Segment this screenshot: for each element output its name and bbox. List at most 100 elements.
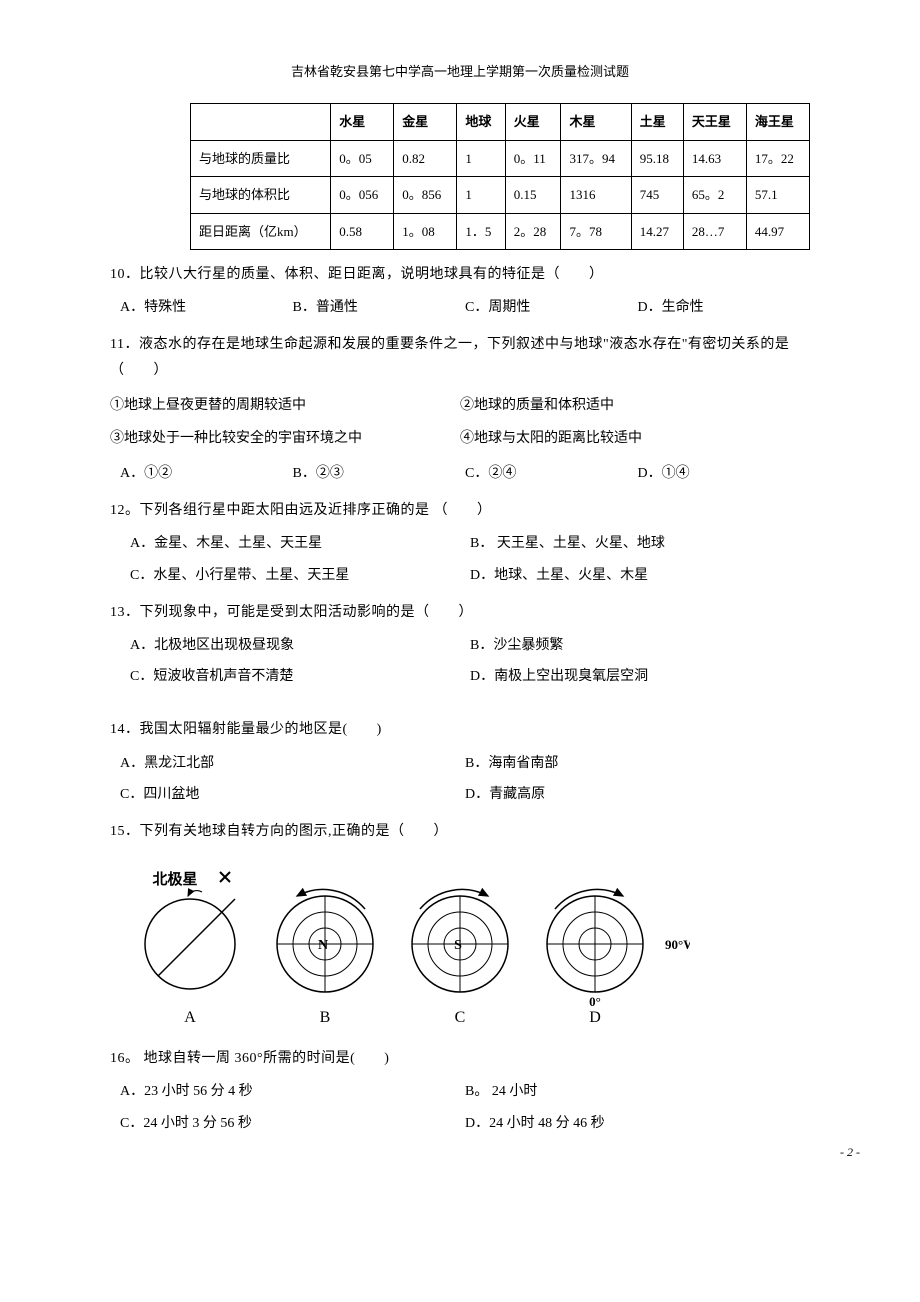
table-cell: 1。08 [394,213,457,249]
table-cell: 1 [457,140,505,176]
question-10-text: 10．比较八大行星的质量、体积、距日距离，说明地球具有的特征是（ ） [110,262,810,287]
table-cell: 与地球的质量比 [191,140,331,176]
table-header-cell [191,104,331,140]
table-cell: 57.1 [746,177,809,213]
option-a: A．23 小时 56 分 4 秒 [120,1079,465,1104]
option-c: C．24 小时 3 分 56 秒 [120,1111,465,1136]
question-12-options: A．金星、木星、土星、天王星 B． 天王星、土星、火星、地球 [130,531,810,556]
question-16-options: A．23 小时 56 分 4 秒 B。 24 小时 [120,1079,810,1104]
n-label: N [318,938,328,953]
table-row: 与地球的质量比 0。05 0.82 1 0。11 317。94 95.18 14… [191,140,810,176]
option-c: C．②④ [465,461,638,486]
table-cell: 距日距离（亿km） [191,213,331,249]
question-11-subitems: ③地球处于一种比较安全的宇宙环境之中 ④地球与太阳的距离比较适中 [110,426,810,451]
question-16-options: C．24 小时 3 分 56 秒 D．24 小时 48 分 46 秒 [120,1111,810,1136]
page-number: - 2 - [840,1142,860,1164]
table-cell: 65。2 [683,177,746,213]
option-a: A．北极地区出现极昼现象 [130,633,470,658]
option-b: B．②③ [293,461,466,486]
table-cell: 28…7 [683,213,746,249]
sub-item-4: ④地球与太阳的距离比较适中 [460,426,810,451]
option-c: C．水星、小行星带、土星、天王星 [130,563,470,588]
question-15-text: 15．下列有关地球自转方向的图示,正确的是（ ） [110,819,810,844]
option-b: B． 天王星、土星、火星、地球 [470,531,810,556]
question-11-options: A．①② B．②③ C．②④ D．①④ [120,461,810,486]
table-cell: 0。05 [331,140,394,176]
table-cell: 44.97 [746,213,809,249]
table-header-cell: 水星 [331,104,394,140]
polaris-label: 北极星 [152,870,197,888]
option-b: B。 24 小时 [465,1079,810,1104]
option-a: A．①② [120,461,293,486]
table-header-cell: 土星 [631,104,683,140]
table-cell: 14.63 [683,140,746,176]
sub-item-3: ③地球处于一种比较安全的宇宙环境之中 [110,426,460,451]
table-header-cell: 天王星 [683,104,746,140]
table-header-cell: 火星 [505,104,561,140]
table-cell: 0.82 [394,140,457,176]
table-cell: 317。94 [561,140,631,176]
option-label-a: A [184,1009,196,1026]
question-13-options: A．北极地区出现极昼现象 B．沙尘暴频繁 [130,633,810,658]
option-label-d: D [589,1009,601,1026]
table-header-row: 水星 金星 地球 火星 木星 土星 天王星 海王星 [191,104,810,140]
question-14-options: A．黑龙江北部 B．海南省南部 [120,751,810,776]
option-c: C．四川盆地 [120,782,465,807]
option-d: D．①④ [638,461,811,486]
option-c: C．周期性 [465,295,638,320]
option-b: B．普通性 [293,295,466,320]
table-cell: 1 [457,177,505,213]
option-d: D．南极上空出现臭氧层空洞 [470,664,810,689]
table-header-cell: 金星 [394,104,457,140]
sub-item-2: ②地球的质量和体积适中 [460,393,810,418]
sub-item-1: ①地球上昼夜更替的周期较适中 [110,393,460,418]
90w-label: 90°W [665,937,690,952]
table-cell: 0.58 [331,213,394,249]
option-d: D．地球、土星、火星、木星 [470,563,810,588]
planets-table: 水星 金星 地球 火星 木星 土星 天王星 海王星 与地球的质量比 0。05 0… [190,103,810,250]
question-12-text: 12。下列各组行星中距太阳由远及近排序正确的是 （ ） [110,498,810,523]
table-cell: 95.18 [631,140,683,176]
question-11-subitems: ①地球上昼夜更替的周期较适中 ②地球的质量和体积适中 [110,393,810,418]
table-cell: 7。78 [561,213,631,249]
0-label: 0° [589,994,601,1009]
question-14-options: C．四川盆地 D．青藏高原 [120,782,810,807]
option-b: B．沙尘暴频繁 [470,633,810,658]
option-a: A．金星、木星、土星、天王星 [130,531,470,556]
table-row: 距日距离（亿km） 0.58 1。08 1．5 2。28 7。78 14.27 … [191,213,810,249]
table-cell: 1316 [561,177,631,213]
table-cell: 与地球的体积比 [191,177,331,213]
table-header-cell: 木星 [561,104,631,140]
question-13-options: C．短波收音机声音不清楚 D．南极上空出现臭氧层空洞 [130,664,810,689]
option-label-b: B [320,1009,331,1026]
option-a: A．特殊性 [120,295,293,320]
option-a: A．黑龙江北部 [120,751,465,776]
table-cell: 745 [631,177,683,213]
question-16-text: 16。 地球自转一周 360°所需的时间是( ) [110,1046,810,1071]
option-b: B．海南省南部 [465,751,810,776]
question-12-options: C．水星、小行星带、土星、天王星 D．地球、土星、火星、木星 [130,563,810,588]
question-10-options: A．特殊性 B．普通性 C．周期性 D．生命性 [120,295,810,320]
page-header: 吉林省乾安县第七中学高一地理上学期第一次质量检测试题 [110,60,810,83]
table-cell: 2。28 [505,213,561,249]
table-header-cell: 地球 [457,104,505,140]
table-row: 与地球的体积比 0。056 0。856 1 0.15 1316 745 65。2… [191,177,810,213]
table-cell: 0。856 [394,177,457,213]
option-label-c: C [455,1009,466,1026]
table-cell: 1．5 [457,213,505,249]
option-d: D．青藏高原 [465,782,810,807]
question-11-text: 11．液态水的存在是地球生命起源和发展的重要条件之一，下列叙述中与地球"液态水存… [110,332,810,382]
table-cell: 17。22 [746,140,809,176]
table-cell: 0.15 [505,177,561,213]
rotation-diagram: 北极星 A N B S C [130,854,810,1034]
s-label: S [454,938,462,953]
option-d: D．生命性 [638,295,811,320]
table-header-cell: 海王星 [746,104,809,140]
table-cell: 0。056 [331,177,394,213]
question-13-text: 13．下列现象中，可能是受到太阳活动影响的是（ ） [110,600,810,625]
question-14-text: 14．我国太阳辐射能量最少的地区是( ) [110,717,810,742]
table-cell: 14.27 [631,213,683,249]
table-cell: 0。11 [505,140,561,176]
option-d: D．24 小时 48 分 46 秒 [465,1111,810,1136]
option-c: C．短波收音机声音不清楚 [130,664,470,689]
